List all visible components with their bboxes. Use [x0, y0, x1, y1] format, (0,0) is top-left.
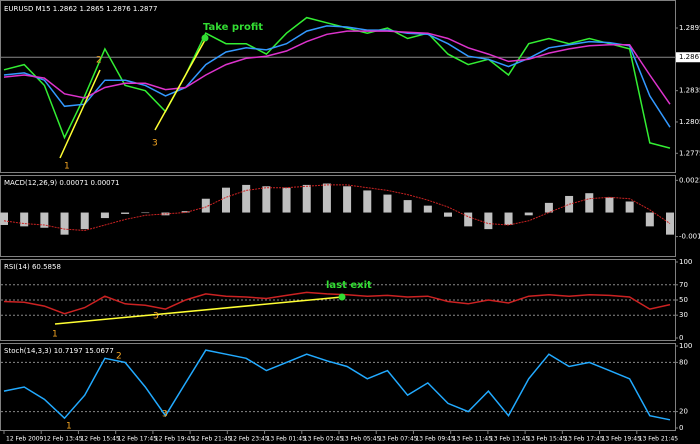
- bar: [363, 190, 372, 213]
- x-tick-label: 13 Feb 19:45: [602, 436, 642, 443]
- bar: [645, 212, 654, 227]
- bar: [625, 201, 634, 213]
- x-tick-label: 12 Feb 17:45: [118, 436, 158, 443]
- bar: [343, 186, 352, 213]
- bar: [222, 187, 230, 213]
- bar: [383, 194, 392, 213]
- annotation: last exit: [326, 280, 372, 291]
- bar: [161, 212, 170, 216]
- y-tick-label: 100: [679, 258, 692, 266]
- panel-title: MACD(12,26,9) 0.00071 0.00071: [4, 179, 120, 187]
- bar: [423, 205, 432, 213]
- series-line: [3, 30, 671, 105]
- bar: [100, 212, 109, 219]
- annotation: 2: [96, 56, 102, 66]
- y-tick-label: 80: [679, 358, 688, 366]
- x-tick-label: 13 Feb 21:45: [639, 436, 679, 443]
- series-line: [3, 25, 671, 128]
- x-tick-label: 12 Feb 23:45: [229, 436, 269, 443]
- bar: [80, 212, 89, 230]
- bar: [524, 212, 533, 216]
- y-tick-label: 70: [679, 281, 688, 289]
- x-tick-label: 13 Feb 15:45: [527, 436, 567, 443]
- bar: [403, 200, 412, 213]
- x-tick-label: 12 Feb 13:45: [43, 436, 83, 443]
- x-tick-label: 13 Feb 11:45: [453, 436, 493, 443]
- bar: [0, 212, 8, 225]
- y-tick-label: 0: [679, 424, 683, 432]
- annotation: 2: [116, 352, 122, 362]
- x-tick-label: 12 Feb 2009: [6, 436, 44, 443]
- bar: [605, 197, 614, 213]
- x-tick-label: 13 Feb 03:45: [304, 436, 344, 443]
- trend-line: [154, 39, 206, 131]
- y-tick-label: 50: [679, 296, 688, 304]
- marks: EURUSD M15 1.2862 1.2865 1.2876 1.2877 1.…: [0, 5, 700, 443]
- bar: [60, 212, 69, 235]
- bar: [322, 183, 331, 213]
- y-tick-label: 20: [679, 408, 688, 416]
- bar: [544, 202, 553, 213]
- annotation: 3: [153, 312, 159, 322]
- y-tick-label: 0.00233: [679, 176, 700, 184]
- y-tick-label: -0.00174: [679, 233, 700, 241]
- y-tick-label: 30: [679, 311, 688, 319]
- bar: [282, 187, 291, 213]
- x-tick-label: 12 Feb 21:45: [192, 436, 232, 443]
- annotation: 1: [64, 162, 70, 172]
- bar: [504, 212, 513, 225]
- annotation: 1: [52, 330, 58, 340]
- exit-dot: [338, 293, 346, 301]
- panel-title: EURUSD M15 1.2862 1.2865 1.2876 1.2877: [4, 5, 157, 13]
- bar: [201, 198, 210, 213]
- annotation: 3: [162, 410, 168, 420]
- y-tick-label: 1.2805: [679, 118, 700, 126]
- price-box: [676, 52, 700, 63]
- x-tick-label: 13 Feb 17:45: [564, 436, 604, 443]
- annotation: 3: [152, 139, 158, 149]
- x-tick-label: 13 Feb 01:45: [267, 436, 307, 443]
- x-tick-label: 13 Feb 09:45: [415, 436, 455, 443]
- x-tick-label: 13 Feb 05:45: [341, 436, 381, 443]
- bar: [40, 212, 49, 228]
- x-tick-label: 13 Feb 13:45: [490, 436, 530, 443]
- overlays: Take profit 1 2 3 last exit 1 3 1 2 3: [52, 22, 372, 432]
- bar: [262, 186, 271, 213]
- current-price-label: 1.2867: [679, 53, 700, 61]
- series-line: [3, 16, 671, 149]
- bar: [141, 212, 150, 214]
- x-tick-label: 12 Feb 19:45: [155, 436, 195, 443]
- y-tick-label: 1.2775: [679, 149, 700, 157]
- bar: [20, 212, 29, 227]
- series-line: [3, 291, 671, 315]
- panel-frame: [0, 0, 676, 173]
- series-line: [3, 349, 671, 421]
- bar: [302, 184, 311, 213]
- x-tick-label: 13 Feb 07:45: [378, 436, 418, 443]
- bar: [242, 184, 251, 213]
- bar: [121, 212, 130, 214]
- bar: [484, 212, 493, 230]
- bar: [585, 193, 594, 213]
- y-tick-label: 100: [679, 342, 692, 350]
- annotation: 1: [66, 422, 72, 432]
- bar: [181, 211, 190, 213]
- bar: [444, 212, 452, 217]
- bar: [464, 212, 473, 227]
- take-profit-dot: [201, 34, 209, 42]
- trend-line: [59, 69, 101, 159]
- annotation: Take profit: [203, 22, 263, 33]
- panel-title: RSI(14) 60.5858: [4, 263, 61, 271]
- y-tick-label: 1.2895: [679, 24, 700, 32]
- y-tick-label: 0: [679, 334, 683, 342]
- y-tick-label: 1.2835: [679, 87, 700, 95]
- panel-title: Stoch(14,3,3) 10.7197 15.0677: [4, 347, 114, 355]
- bar: [565, 195, 574, 213]
- trend-line: [54, 296, 343, 325]
- panel-frame: [0, 343, 676, 431]
- series-line: [3, 184, 671, 232]
- x-tick-label: 12 Feb 15:45: [80, 436, 120, 443]
